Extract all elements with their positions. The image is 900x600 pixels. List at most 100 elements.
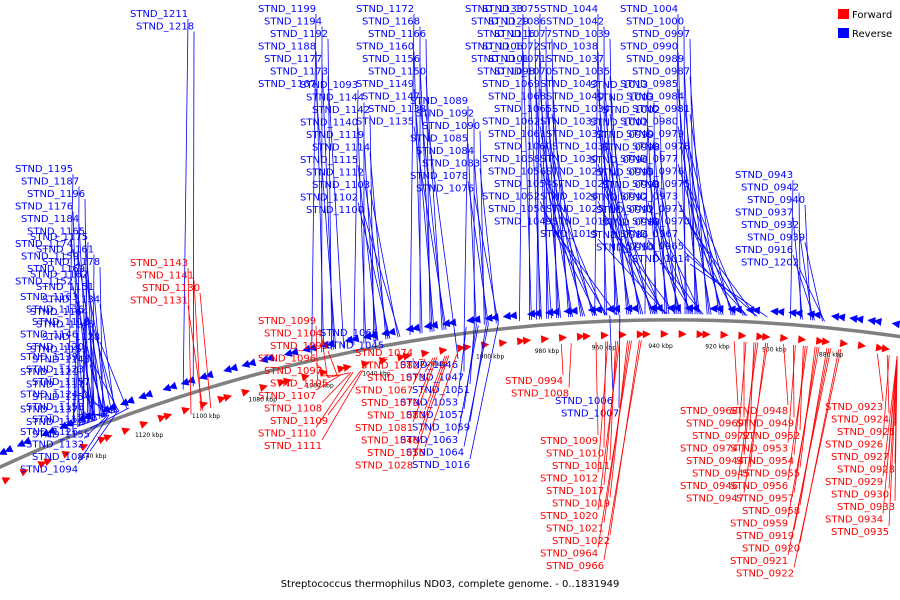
gene-label[interactable]: STND_1068 — [488, 92, 546, 103]
gene-label[interactable]: STND_1108 — [264, 404, 322, 415]
gene-label[interactable]: STND_1114 — [312, 143, 370, 154]
gene-label[interactable]: STND_1131 — [130, 296, 188, 307]
gene-label[interactable]: STND_1103 — [312, 180, 370, 191]
gene-label[interactable]: STND_0942 — [741, 183, 799, 194]
gene-label[interactable]: STND_0926 — [825, 440, 883, 451]
gene-label[interactable]: STND_0958 — [742, 506, 800, 517]
gene-label[interactable]: STND_1129 — [471, 17, 529, 28]
gene-label[interactable]: STND_1141 — [136, 271, 194, 282]
gene-label[interactable]: STND_0948 — [730, 406, 788, 417]
gene-label[interactable]: STND_1020 — [540, 511, 598, 522]
gene-label[interactable]: STND_1000 — [626, 17, 684, 28]
gene-label[interactable]: STND_1099 — [258, 316, 316, 327]
gene-label[interactable]: STND_1095 — [270, 341, 328, 352]
gene-label[interactable]: STND_1187 — [21, 177, 79, 188]
gene-label[interactable]: STND_1142 — [312, 105, 370, 116]
gene-label[interactable]: STND_0950 — [596, 243, 654, 254]
gene-label[interactable]: STND_1040 — [546, 92, 604, 103]
gene-label[interactable]: STND_1116 — [477, 29, 535, 40]
gene-label[interactable]: STND_0992 — [590, 193, 648, 204]
gene-label[interactable]: STND_1155 — [32, 430, 90, 441]
gene-label[interactable]: STND_1056 — [488, 167, 546, 178]
gene-label[interactable]: STND_0965 — [626, 242, 684, 253]
gene-label[interactable]: STND_0925 — [837, 427, 895, 438]
gene-label[interactable]: STND_1195 — [15, 164, 73, 175]
gene-label[interactable]: STND_0945 — [692, 469, 750, 480]
gene-label[interactable]: STND_0998 — [602, 143, 660, 154]
gene-label[interactable]: STND_1104 — [264, 329, 322, 340]
gene-label[interactable]: STND_0994 — [505, 376, 563, 387]
gene-label[interactable]: STND_1051 — [412, 385, 470, 396]
gene-label[interactable]: STND_0974 — [680, 444, 738, 455]
gene-label[interactable]: STND_1062 — [482, 117, 540, 128]
gene-label[interactable]: STND_0959 — [730, 519, 788, 530]
gene-label[interactable]: STND_0995 — [596, 168, 654, 179]
gene-label[interactable]: STND_1175 — [30, 232, 88, 243]
gene-label[interactable]: STND_1176 — [15, 202, 73, 213]
gene-label[interactable]: STND_1094 — [20, 465, 78, 476]
gene-label[interactable]: STND_1084 — [416, 146, 474, 157]
gene-label[interactable]: STND_1081 — [355, 423, 413, 434]
gene-label[interactable]: STND_1059 — [412, 423, 470, 434]
gene-label[interactable]: STND_1082 — [361, 361, 419, 372]
gene-label[interactable]: STND_0920 — [742, 544, 800, 555]
gene-label[interactable]: STND_1123 — [26, 365, 84, 376]
gene-label[interactable]: STND_1031 — [552, 142, 610, 153]
gene-label[interactable]: STND_1109 — [270, 416, 328, 427]
gene-label[interactable]: STND_0975 — [632, 179, 690, 190]
gene-label[interactable]: STND_0956 — [730, 481, 788, 492]
gene-label[interactable]: STND_1037 — [546, 54, 604, 65]
gene-label[interactable]: STND_1139 — [20, 352, 78, 363]
gene-label[interactable]: STND_0944 — [686, 456, 744, 467]
gene-label[interactable]: STND_1060 — [494, 142, 552, 153]
gene-label[interactable]: STND_0916 — [735, 245, 793, 256]
gene-label[interactable]: STND_1004 — [620, 4, 678, 15]
gene-label[interactable]: STND_1049 — [494, 217, 552, 228]
gene-label[interactable]: STND_1080 — [367, 411, 425, 422]
gene-label[interactable]: STND_1097 — [264, 366, 322, 377]
gene-label[interactable]: STND_0934 — [825, 515, 883, 526]
gene-label[interactable]: STND_1121 — [20, 367, 78, 378]
gene-label[interactable]: STND_0937 — [735, 208, 793, 219]
gene-label[interactable]: STND_1070 — [494, 67, 552, 78]
gene-label[interactable]: STND_1027 — [552, 179, 610, 190]
gene-label[interactable]: STND_1067 — [355, 386, 413, 397]
gene-label[interactable]: STND_1111 — [264, 441, 322, 452]
gene-label[interactable]: STND_1053 — [400, 398, 458, 409]
gene-label[interactable]: STND_1150 — [368, 67, 426, 78]
gene-label[interactable]: STND_1199 — [258, 4, 316, 15]
gene-label[interactable]: STND_1076 — [416, 184, 474, 195]
gene-label[interactable]: STND_1156 — [362, 54, 420, 65]
gene-label[interactable]: STND_1033 — [540, 117, 598, 128]
gene-label[interactable]: STND_1128 — [42, 332, 100, 343]
gene-label[interactable]: STND_1159 — [21, 252, 79, 263]
gene-label[interactable]: STND_1098 — [477, 67, 535, 78]
gene-label[interactable]: STND_1011 — [552, 461, 610, 472]
gene-label[interactable]: STND_1058 — [482, 154, 540, 165]
gene-label[interactable]: STND_1048 — [361, 436, 419, 447]
gene-label[interactable]: STND_0989 — [626, 54, 684, 65]
gene-label[interactable]: STND_1194 — [264, 17, 322, 28]
gene-label[interactable]: STND_1006 — [555, 396, 613, 407]
gene-label[interactable]: STND_0996 — [590, 155, 648, 166]
gene-label[interactable]: STND_0970 — [632, 217, 690, 228]
gene-label[interactable]: STND_1122 — [26, 417, 84, 428]
gene-label[interactable]: STND_0930 — [831, 490, 889, 501]
gene-label[interactable]: STND_1089 — [410, 96, 468, 107]
gene-label[interactable]: STND_1161 — [36, 245, 94, 256]
gene-label[interactable]: STND_0990 — [620, 42, 678, 53]
gene-label[interactable]: STND_0968 — [680, 406, 738, 417]
gene-label[interactable]: STND_1211 — [130, 9, 188, 20]
gene-label[interactable]: STND_0933 — [837, 502, 895, 513]
gene-label[interactable]: STND_1050 — [488, 204, 546, 215]
gene-label[interactable]: STND_1078 — [410, 171, 468, 182]
gene-label[interactable]: STND_1134 — [42, 295, 100, 306]
gene-label[interactable]: STND_1096 — [258, 354, 316, 365]
gene-label[interactable]: STND_1157 — [32, 377, 90, 388]
gene-label[interactable]: STND_1077 — [494, 29, 552, 40]
gene-label[interactable]: STND_0967 — [620, 229, 678, 240]
gene-label[interactable]: STND_1188 — [258, 42, 316, 53]
gene-label[interactable]: STND_1130 — [142, 283, 200, 294]
gene-label[interactable]: STND_0969 — [686, 419, 744, 430]
gene-label[interactable]: STND_1153 — [30, 345, 88, 356]
